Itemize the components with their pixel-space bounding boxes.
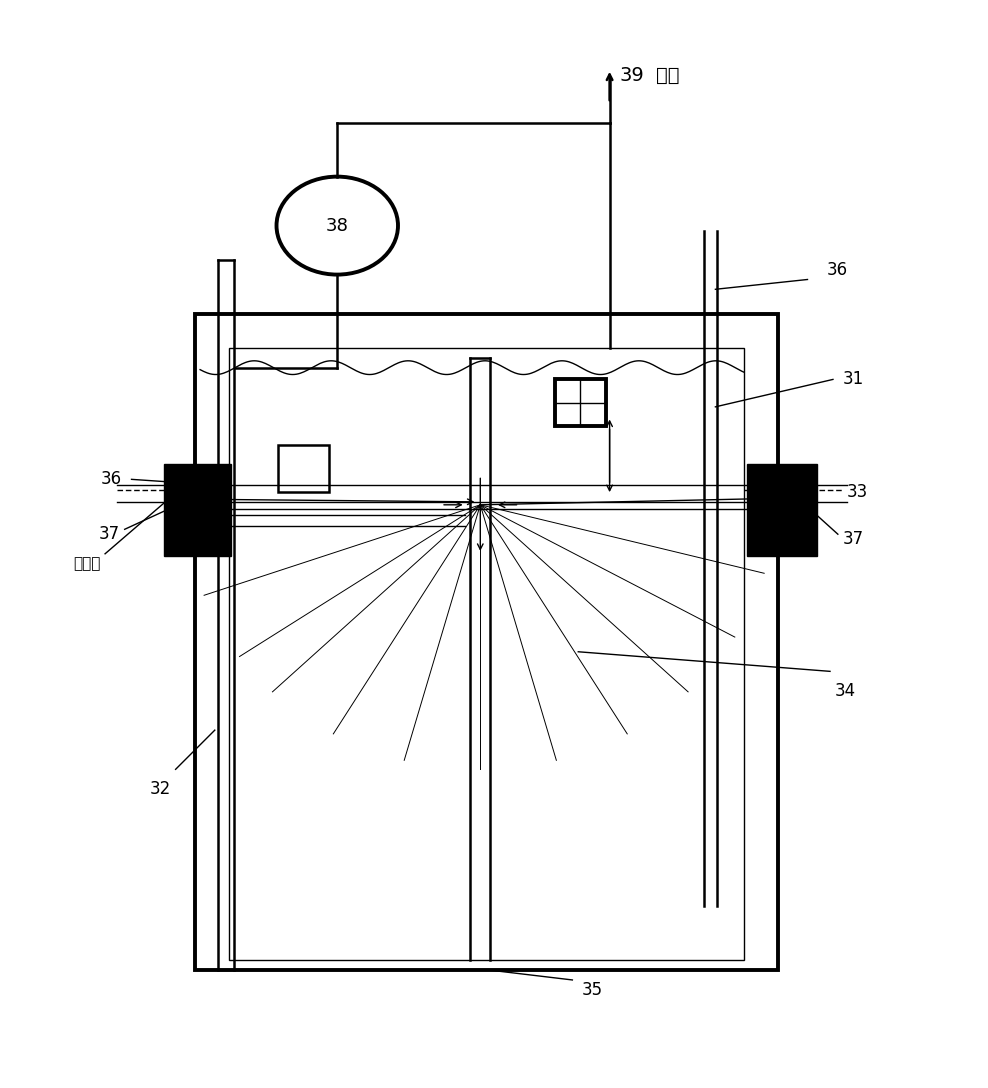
Text: 39: 39	[619, 66, 644, 85]
Text: 31: 31	[843, 370, 864, 388]
Text: 37: 37	[843, 530, 864, 548]
Text: 36: 36	[827, 261, 849, 279]
Bar	[229, 348, 744, 961]
Text: 33: 33	[847, 483, 867, 502]
Text: 36: 36	[101, 470, 122, 489]
Bar	[164, 463, 231, 556]
Text: 34: 34	[835, 682, 856, 700]
Text: 激光束: 激光束	[73, 556, 100, 571]
Text: 37: 37	[99, 526, 120, 543]
Bar	[279, 445, 329, 492]
Text: 32: 32	[149, 780, 171, 798]
Bar	[554, 380, 606, 426]
Bar	[747, 463, 817, 556]
Bar	[196, 313, 779, 970]
Text: 真空: 真空	[656, 66, 679, 85]
Text: 35: 35	[582, 980, 604, 999]
Text: 38: 38	[326, 217, 349, 235]
